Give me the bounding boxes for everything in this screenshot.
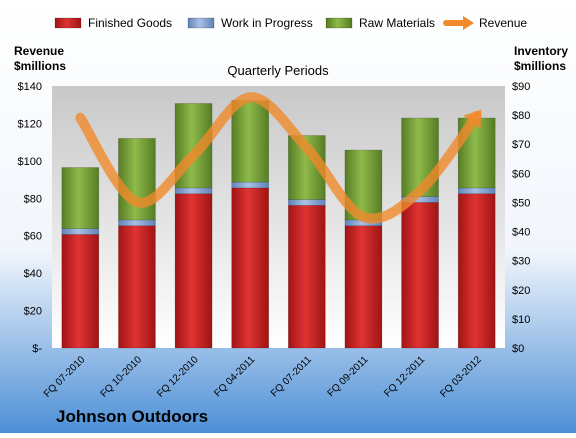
left-tick-label: $80	[24, 193, 42, 205]
company-name: Johnson Outdoors	[56, 407, 208, 426]
left-tick-label: $120	[18, 118, 42, 130]
revenue-arrowhead	[463, 109, 482, 129]
revenue-line-layer	[75, 92, 482, 224]
legend-swatch-work-in-progress	[187, 17, 215, 29]
right-tick-label: $70	[512, 139, 530, 151]
bar-finished-goods	[344, 225, 383, 349]
bar-finished-goods	[231, 187, 269, 349]
left-axis-ticks: $- $20 $40 $60 $80 $100 $120 $140	[18, 81, 43, 355]
left-tick-label: $20	[24, 306, 42, 318]
bar-finished-goods	[288, 205, 326, 349]
left-tick-label: $100	[18, 156, 42, 168]
left-tick-label: $140	[18, 81, 42, 93]
legend-label-raw-materials: Raw Materials	[359, 16, 435, 30]
legend-label-finished-goods: Finished Goods	[88, 16, 172, 30]
bar-raw-materials	[118, 138, 156, 221]
legend-label-work-in-progress: Work in Progress	[221, 16, 313, 30]
bar-finished-goods	[61, 234, 100, 349]
bar-work-in-progress	[231, 181, 269, 189]
bar-raw-materials	[231, 100, 269, 183]
legend-swatch-finished-goods	[54, 17, 82, 29]
right-tick-label: $0	[512, 343, 524, 355]
left-tick-label: $-	[32, 343, 42, 355]
legend-label-revenue: Revenue	[479, 16, 527, 30]
right-tick-label: $90	[512, 81, 530, 93]
legend-swatch-raw-materials	[325, 17, 353, 29]
right-tick-label: $50	[512, 197, 530, 209]
bar-work-in-progress	[61, 228, 100, 235]
right-axis-ticks: $0 $10 $20 $30 $40 $50 $60 $70 $80 $90	[512, 81, 530, 355]
bar-finished-goods	[401, 202, 439, 349]
left-tick-label: $40	[24, 268, 42, 280]
right-axis-label-line1: Inventory	[514, 44, 568, 58]
right-tick-label: $60	[512, 168, 530, 180]
bar-work-in-progress	[118, 219, 156, 227]
chart-subtitle: Quarterly Periods	[227, 63, 329, 78]
bar-work-in-progress	[288, 199, 326, 206]
revenue-line	[75, 92, 482, 224]
legend-swatch-arrow	[463, 16, 474, 30]
right-tick-label: $30	[512, 256, 530, 268]
right-tick-label: $20	[512, 285, 530, 297]
bar-finished-goods	[174, 193, 213, 349]
right-tick-label: $40	[512, 227, 530, 239]
bar-raw-materials	[61, 167, 100, 229]
left-tick-label: $60	[24, 231, 42, 243]
right-tick-label: $80	[512, 110, 530, 122]
left-axis-label-line2: $millions	[14, 59, 66, 73]
left-axis-label-line1: Revenue	[14, 44, 64, 58]
bar-finished-goods	[118, 225, 156, 349]
bar-work-in-progress	[457, 187, 496, 195]
bar-work-in-progress	[174, 187, 213, 195]
right-axis-label-line2: $millions	[514, 59, 566, 73]
bar-finished-goods	[457, 193, 496, 349]
right-tick-label: $10	[512, 314, 530, 326]
legend: Finished Goods Work in Progress Raw Materi…	[54, 16, 527, 30]
